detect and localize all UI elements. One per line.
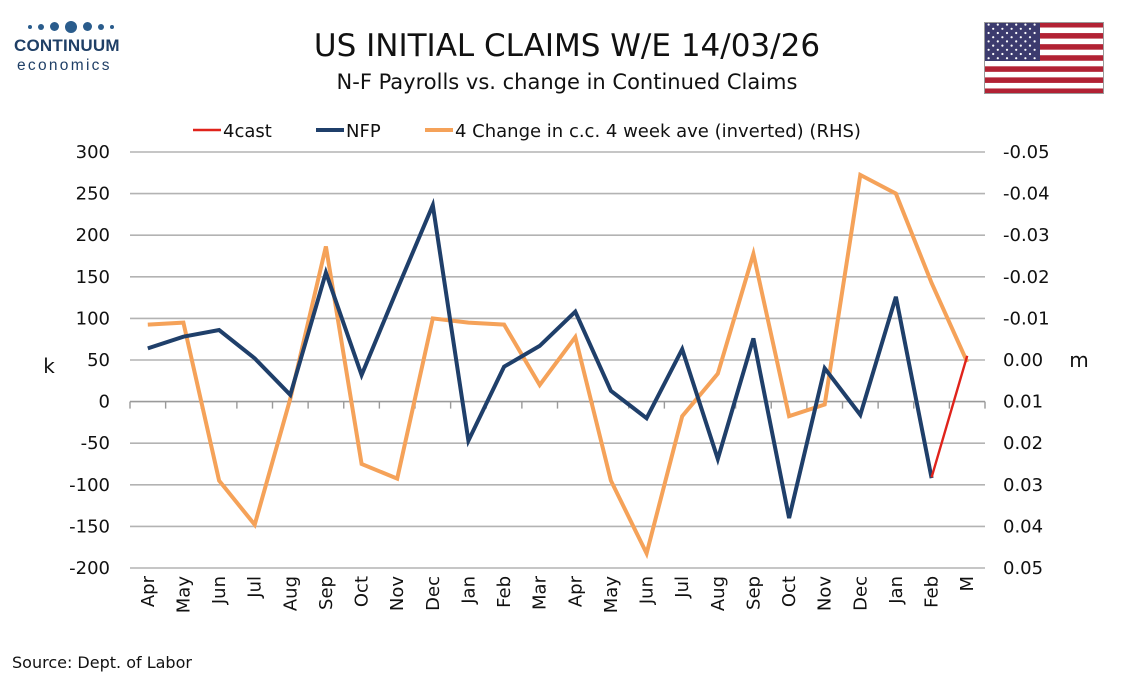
logo-name: CONTINUUM [14,36,120,55]
x-tick-label: Aug [708,576,729,611]
chart-subtitle: N-F Payrolls vs. change in Continued Cla… [336,70,798,94]
x-tick-label: Oct [779,576,800,607]
x-tick-label: Jun [637,576,658,605]
y-tick-label: -200 [69,558,110,579]
logo: CONTINUUM economics [14,14,134,76]
x-tick-label: Sep [743,576,764,610]
x-tick-label: Apr [565,575,586,607]
source-note: Source: Dept. of Labor [12,653,192,672]
x-tick-label: May [601,576,622,614]
x-tick-label: Feb [494,576,515,608]
series-line-forecast [930,355,969,478]
y-tick-label: -150 [69,516,110,537]
x-tick-label: Nov [815,576,836,611]
y-tick-label: 300 [76,142,110,163]
y-tick-label: 150 [76,267,110,288]
y-tick-label: -100 [69,475,110,496]
x-tick-label: Jul [672,576,693,599]
y2-tick-label: 0.02 [1003,433,1043,454]
y-tick-label: 200 [76,225,110,246]
y-tick-label: 50 [87,350,110,371]
x-tick-label: Sep [316,576,337,610]
x-tick-label: Aug [280,576,301,611]
y2-tick-label: 0.00 [1003,350,1043,371]
x-tick-label: Jan [458,576,479,605]
x-tick-label: May [173,576,194,614]
y-tick-label: 250 [76,184,110,205]
x-tick-label: Jun [209,576,230,605]
series-line-nfp [147,197,934,519]
y2-tick-label: -0.03 [1003,225,1050,246]
x-tick-label: Apr [138,575,159,607]
y2-tick-label: 0.03 [1003,475,1043,496]
y-tick-label: -50 [81,433,110,454]
legend-label: NFP [346,121,381,142]
series-line-continued-claims [147,171,970,560]
x-tick-label: Jan [886,576,907,605]
us-flag-icon [984,22,1104,94]
x-tick-label: Dec [423,576,444,611]
x-tick-label: Jul [245,576,266,599]
x-tick-label: Oct [352,576,373,607]
chart-title: US INITIAL CLAIMS W/E 14/03/26 [313,28,821,64]
y2-tick-label: -0.05 [1003,142,1050,163]
x-tick-label: Feb [922,576,943,608]
legend-label: 4 Change in c.c. 4 week ave (inverted) (… [455,121,861,142]
y2-axis-label: m [1069,348,1088,372]
y2-tick-label: 0.05 [1003,558,1043,579]
chart: 300 250 200 150 100 50 0 -50 -100 -150 -200 -0.05 -0… [43,121,1089,614]
y2-tick-label: -0.01 [1003,308,1050,329]
x-tick-label: Mar [530,575,551,610]
y2-tick-label: -0.04 [1003,184,1050,205]
y-tick-label: 0 [99,392,110,413]
logo-subtitle: economics [17,57,112,74]
y-axis-label: k [43,354,55,378]
y2-tick-label: 0.04 [1003,516,1043,537]
x-tick-label: M [957,576,978,592]
logo-dots-icon [28,16,120,35]
y2-tick-label: 0.01 [1003,392,1043,413]
legend-label: 4cast [223,121,272,142]
x-tick-label: Nov [387,576,408,611]
y-tick-label: 100 [76,308,110,329]
x-tick-label: Dec [850,576,871,611]
y2-tick-label: -0.02 [1003,267,1050,288]
